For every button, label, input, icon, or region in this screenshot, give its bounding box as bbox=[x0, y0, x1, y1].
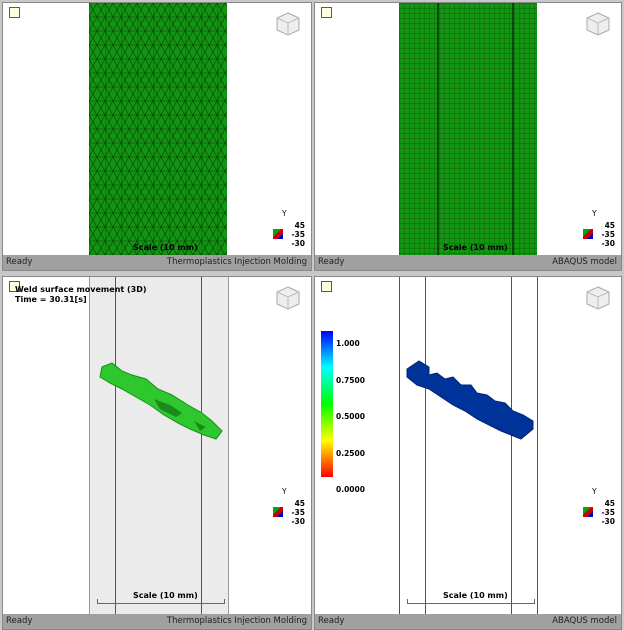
mold-line bbox=[425, 277, 426, 614]
viewport-icon[interactable] bbox=[9, 281, 20, 292]
status-bar: Ready Thermoplastics Injection Molding bbox=[3, 255, 311, 270]
structured-mesh bbox=[399, 3, 537, 257]
mold-region bbox=[89, 277, 229, 614]
status-bar: Ready Thermoplastics Injection Molding bbox=[3, 614, 311, 629]
status-bar: Ready ABAQUS model bbox=[315, 255, 621, 270]
scale-label: Scale (10 mm) bbox=[133, 591, 198, 600]
scale-label: Scale (10 mm) bbox=[443, 243, 508, 252]
weld-surface bbox=[99, 362, 223, 440]
axis-triad-icon: Y 45 -35 -30 bbox=[265, 209, 305, 259]
viewport-bottom-right[interactable]: 1.000 0.7500 0.5000 0.2500 0.0000 Scale (10 … bbox=[314, 276, 622, 630]
scale-label: Scale (10 mm) bbox=[443, 591, 508, 600]
plot-title: Weld surface movement (3D) Time = 30.31[s… bbox=[15, 285, 147, 304]
abaqus-weld-model bbox=[406, 360, 534, 440]
mold-line bbox=[399, 277, 400, 614]
viewport-icon[interactable] bbox=[321, 7, 332, 18]
viewport-top-left[interactable]: Scale (10 mm) Y 45 -35 -30 Ready Thermoplas… bbox=[2, 2, 312, 271]
status-bar: Ready ABAQUS model bbox=[315, 614, 621, 629]
legend-colorbar bbox=[321, 331, 333, 477]
view-cube-icon[interactable] bbox=[275, 11, 301, 37]
mold-line bbox=[201, 277, 202, 614]
axis-triad-icon: Y 45 -35 -30 bbox=[265, 487, 305, 537]
viewport-top-right[interactable]: Scale (10 mm) Y 45 -35 -30 Ready ABAQUS mod… bbox=[314, 2, 622, 271]
mold-line bbox=[511, 277, 512, 614]
axis-triad-icon: Y 45 -35 -30 bbox=[575, 209, 615, 259]
triangular-mesh bbox=[89, 3, 227, 257]
mold-line bbox=[537, 277, 538, 614]
axis-triad-icon: Y 45 -35 -30 bbox=[575, 487, 615, 537]
viewport-icon[interactable] bbox=[321, 281, 332, 292]
view-cube-icon[interactable] bbox=[275, 285, 301, 311]
viewport-icon[interactable] bbox=[9, 7, 20, 18]
scale-label: Scale (10 mm) bbox=[133, 243, 198, 252]
viewport-bottom-left[interactable]: Weld surface movement (3D) Time = 30.31[s… bbox=[2, 276, 312, 630]
mold-line bbox=[115, 277, 116, 614]
view-cube-icon[interactable] bbox=[585, 285, 611, 311]
view-cube-icon[interactable] bbox=[585, 11, 611, 37]
